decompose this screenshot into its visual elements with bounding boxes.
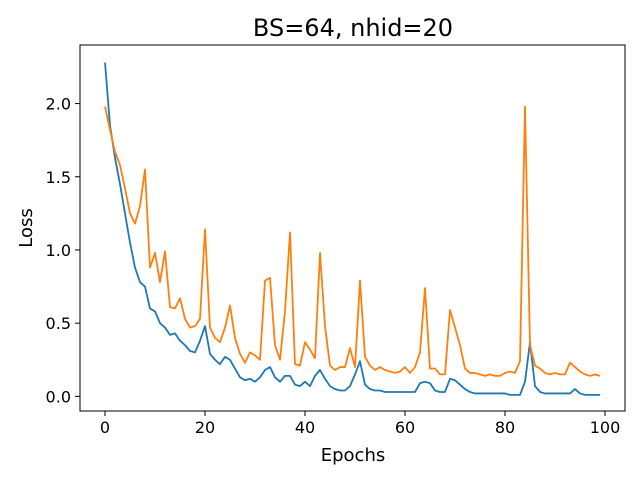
y-tick-label: 1.0 <box>46 241 71 260</box>
y-tick-label: 0.5 <box>46 314 71 333</box>
axes-frame <box>79 44 626 412</box>
series-line-1 <box>104 62 600 396</box>
x-tick-label: 60 <box>395 418 415 437</box>
y-axis-title: Loss <box>16 208 37 247</box>
y-axis: 0.0 0.5 1.0 1.5 2.0 <box>46 95 80 406</box>
series-line-2 <box>104 105 601 377</box>
x-tick-label: 100 <box>590 418 621 437</box>
x-tick-label: 80 <box>495 418 515 437</box>
y-tick-label: 0.0 <box>46 387 71 406</box>
x-tick-label: 20 <box>195 418 215 437</box>
y-tick-label: 1.5 <box>46 168 71 187</box>
y-tick-label: 2.0 <box>46 95 71 114</box>
x-tick-label: 0 <box>100 418 110 437</box>
chart-title: BS=64, nhid=20 <box>253 14 453 42</box>
x-axis-title: Epochs <box>321 445 386 466</box>
plot-area <box>104 62 601 396</box>
x-tick-label: 40 <box>295 418 315 437</box>
x-axis: 0 20 40 60 80 100 <box>100 411 620 437</box>
